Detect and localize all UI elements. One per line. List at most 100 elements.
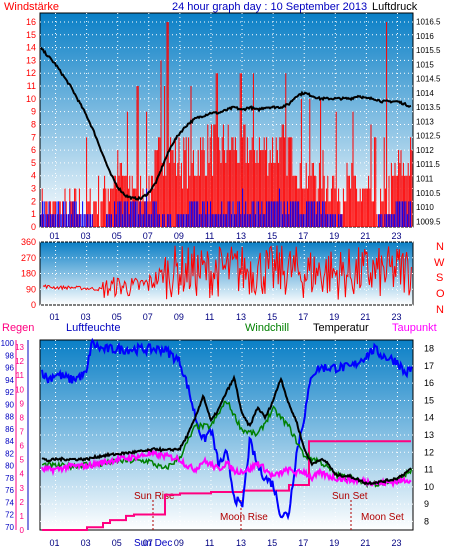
humidity-tick-72: 72 xyxy=(5,511,14,520)
compass-s: S xyxy=(436,272,443,284)
p1-tick-17: 17 xyxy=(298,231,308,241)
compass-n-bottom: N xyxy=(436,304,444,316)
p1-tick-15: 15 xyxy=(267,231,277,241)
legend-regen: Regen xyxy=(2,322,34,334)
sun-rise-label: Sun Rise xyxy=(134,491,175,502)
temp-tick-10: 10 xyxy=(424,482,434,492)
p1-tick-21: 21 xyxy=(360,231,370,241)
p3-tick-17: 17 xyxy=(298,538,308,548)
legend-windchill: Windchill xyxy=(245,322,289,334)
panel3-time-labels: 01 03 05 07 09 11 13 15 17 19 21 23 xyxy=(50,538,402,548)
pressure-line xyxy=(40,46,412,201)
compass-o: O xyxy=(436,288,445,300)
p2-tick-21: 21 xyxy=(360,312,370,322)
rain-tick-4: 4 xyxy=(20,470,25,479)
pressure-tick: 1009.5 xyxy=(416,217,441,226)
panel1-time-labels: 01 03 05 07 09 11 13 15 17 19 21 23 xyxy=(50,231,402,241)
p1-tick-03: 03 xyxy=(81,231,91,241)
wind-tick-1: 1 xyxy=(31,209,36,219)
wind-tick-14: 14 xyxy=(26,43,36,53)
p3-tick-01: 01 xyxy=(50,538,60,548)
compass-w: W xyxy=(434,257,445,269)
pressure-title: Luftdruck xyxy=(372,1,418,13)
moon-set-label: Moon Set xyxy=(361,512,404,523)
p1-tick-05: 05 xyxy=(112,231,122,241)
p2-tick-15: 15 xyxy=(267,312,277,322)
rain-tick-1: 1 xyxy=(20,512,25,521)
p3-tick-23: 23 xyxy=(391,538,401,548)
p3-tick-19: 19 xyxy=(329,538,339,548)
temp-tick-8: 8 xyxy=(424,516,429,526)
pressure-tick: 1015.5 xyxy=(416,46,441,55)
p3-tick-15: 15 xyxy=(267,538,277,548)
wind-tick-16: 16 xyxy=(26,17,36,27)
p3-tick-21: 21 xyxy=(360,538,370,548)
humidity-tick-94: 94 xyxy=(5,376,14,385)
pressure-tick: 1011.5 xyxy=(416,160,440,169)
humidity-line xyxy=(41,337,413,521)
pressure-tick: 1011 xyxy=(416,174,434,183)
humidity-tick-70: 70 xyxy=(5,523,14,532)
temp-tick-11: 11 xyxy=(424,465,433,475)
temperature-axis-labels: 8 9 10 11 12 13 14 15 16 17 18 xyxy=(424,344,434,527)
compass-n-top: N xyxy=(436,241,444,253)
temp-tick-12: 12 xyxy=(424,447,434,457)
pressure-tick: 1015 xyxy=(416,60,434,69)
pressure-tick: 1012 xyxy=(416,146,434,155)
p3-tick-03: 03 xyxy=(81,538,91,548)
compass-labels: N W S O N xyxy=(434,241,445,316)
p1-tick-09: 09 xyxy=(174,231,184,241)
wind-direction-line xyxy=(42,245,412,300)
rain-line xyxy=(42,440,411,531)
rain-tick-5: 5 xyxy=(20,456,25,465)
direction-panel-grid xyxy=(40,241,413,306)
humidity-tick-86: 86 xyxy=(5,425,14,434)
humidity-tick-98: 98 xyxy=(5,351,14,360)
temp-tick-9: 9 xyxy=(424,499,429,509)
direction-panel-background xyxy=(39,241,414,306)
direction-axis-labels: 0 90 180 270 360 xyxy=(21,237,36,310)
p2-tick-07: 07 xyxy=(143,312,153,322)
humidity-tick-96: 96 xyxy=(5,364,14,373)
wind-tick-12: 12 xyxy=(26,68,36,78)
wind-tick-4: 4 xyxy=(31,171,36,181)
rain-tick-12: 12 xyxy=(15,357,24,366)
p2-tick-11: 11 xyxy=(205,312,214,322)
direction-tick-90: 90 xyxy=(26,284,36,294)
humidity-tick-88: 88 xyxy=(5,413,14,422)
wind-tick-7: 7 xyxy=(31,132,36,142)
pressure-tick: 1014.5 xyxy=(416,75,441,84)
rain-tick-13: 13 xyxy=(15,343,24,352)
temp-tick-15: 15 xyxy=(424,395,434,405)
legend-temperatur: Temperatur xyxy=(313,322,369,334)
rain-tick-9: 9 xyxy=(20,399,25,408)
p2-tick-09: 09 xyxy=(174,312,184,322)
rain-tick-3: 3 xyxy=(20,484,25,493)
rain-tick-10: 10 xyxy=(15,385,24,394)
direction-tick-360: 360 xyxy=(21,237,36,247)
pressure-tick: 1010.5 xyxy=(416,189,441,198)
pressure-tick: 1016 xyxy=(416,32,434,41)
p3-tick-11: 11 xyxy=(205,538,214,548)
humidity-tick-100: 100 xyxy=(1,339,15,348)
rain-tick-6: 6 xyxy=(20,442,25,451)
rain-tick-8: 8 xyxy=(20,413,25,422)
p2-tick-13: 13 xyxy=(236,312,246,322)
wind-tick-15: 15 xyxy=(26,30,36,40)
humidity-tick-90: 90 xyxy=(5,400,14,409)
humidity-tick-92: 92 xyxy=(5,388,14,397)
p3-tick-05: 05 xyxy=(112,538,122,548)
p1-tick-23: 23 xyxy=(391,231,401,241)
pressure-tick: 1012.5 xyxy=(416,132,441,141)
p2-tick-23: 23 xyxy=(391,312,401,322)
p2-tick-03: 03 xyxy=(81,312,91,322)
pressure-tick: 1014 xyxy=(416,89,434,98)
rain-tick-0: 0 xyxy=(20,526,25,535)
moon-rise-label: Moon Rise xyxy=(220,512,268,523)
pressure-tick: 1010 xyxy=(416,203,434,212)
temp-panel-background xyxy=(39,339,414,531)
wind-tick-0: 0 xyxy=(31,222,36,232)
sun-dec-label: Sun Dec xyxy=(134,538,172,549)
temp-tick-16: 16 xyxy=(424,378,434,388)
